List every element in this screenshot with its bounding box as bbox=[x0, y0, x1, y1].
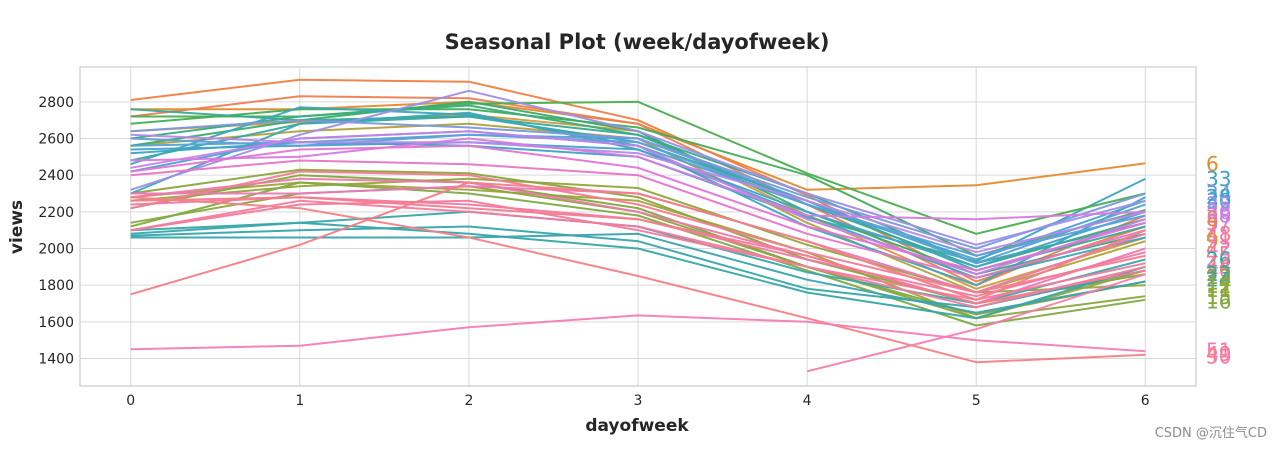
end-label-week-30: 30 bbox=[1206, 189, 1231, 213]
end-label-week-15: 15 bbox=[1206, 285, 1231, 309]
series-line-week-47 bbox=[130, 199, 1146, 309]
end-label-week-37: 37 bbox=[1206, 211, 1231, 235]
y-tick-label: 1400 bbox=[38, 352, 74, 368]
end-label-week-38: 38 bbox=[1206, 204, 1231, 228]
series-line-week-25 bbox=[130, 232, 1146, 314]
end-label-week-14: 14 bbox=[1206, 270, 1231, 294]
series-line-week-39 bbox=[130, 144, 1146, 272]
plot-frame bbox=[79, 66, 1197, 387]
series-line-week-40 bbox=[130, 159, 1146, 279]
series-line-week-14 bbox=[130, 174, 1146, 316]
series-line-week-50 bbox=[806, 273, 1146, 373]
end-label-week-33: 33 bbox=[1206, 167, 1231, 191]
series-line-week-7 bbox=[130, 78, 1146, 283]
x-tick-label: 3 bbox=[634, 393, 643, 409]
end-label-week-13: 13 bbox=[1206, 265, 1231, 289]
series-line-week-38 bbox=[130, 137, 1146, 221]
end-label-week-23: 23 bbox=[1206, 262, 1231, 286]
x-tick-label: 2 bbox=[464, 393, 473, 409]
end-label-week-50: 50 bbox=[1206, 345, 1231, 369]
end-label-week-12: 12 bbox=[1206, 274, 1231, 298]
end-label-week-16: 16 bbox=[1206, 290, 1231, 314]
series-line-week-45 bbox=[130, 170, 1146, 294]
watermark: CSDN @沉住气CD bbox=[1154, 426, 1267, 441]
end-label-week-35: 35 bbox=[1206, 193, 1231, 217]
end-label-week-26: 26 bbox=[1206, 248, 1231, 272]
x-tick-label: 0 bbox=[126, 393, 135, 409]
y-tick-label: 1800 bbox=[38, 278, 74, 294]
series-line-week-49 bbox=[130, 196, 1146, 364]
y-tick-label: 1600 bbox=[38, 315, 74, 331]
end-label-week-46: 46 bbox=[1206, 259, 1231, 283]
end-label-week-34: 34 bbox=[1206, 182, 1231, 206]
series-line-week-32 bbox=[130, 133, 1146, 257]
plot-area: 0 1 2 3 4 5 6140016001800200022002400260028006… bbox=[38, 66, 1231, 409]
end-label-week-42: 42 bbox=[1206, 237, 1231, 261]
chart-title: Seasonal Plot (week/dayofweek) bbox=[445, 30, 830, 54]
end-label-week-36: 36 bbox=[1206, 200, 1231, 224]
end-label-week-44: 44 bbox=[1206, 253, 1231, 277]
x-tick-label: 6 bbox=[1141, 393, 1150, 409]
y-axis-label: views bbox=[7, 200, 27, 254]
end-label-week-9: 9 bbox=[1206, 229, 1219, 253]
series-line-week-51 bbox=[130, 314, 1146, 353]
series-line-week-35 bbox=[130, 89, 1146, 246]
series-line-week-48 bbox=[130, 181, 1146, 301]
end-label-week-28: 28 bbox=[1206, 185, 1231, 209]
y-tick-label: 2600 bbox=[38, 132, 74, 148]
x-tick-label: 5 bbox=[972, 393, 981, 409]
series-line-week-46 bbox=[130, 196, 1146, 305]
end-label-week-51: 51 bbox=[1206, 338, 1231, 362]
x-axis-label: dayofweek bbox=[585, 416, 689, 436]
end-label-week-49: 49 bbox=[1206, 342, 1231, 366]
end-label-week-6: 6 bbox=[1206, 152, 1219, 176]
x-tick-label: 1 bbox=[295, 393, 304, 409]
series-line-week-36 bbox=[130, 133, 1146, 254]
y-tick-label: 2000 bbox=[38, 242, 74, 258]
series-line-week-34 bbox=[130, 119, 1146, 250]
end-label-week-24: 24 bbox=[1206, 268, 1231, 292]
y-tick-label: 2800 bbox=[38, 95, 74, 111]
series-line-week-16 bbox=[130, 181, 1146, 327]
y-tick-label: 2400 bbox=[38, 168, 74, 184]
end-label-week-8: 8 bbox=[1206, 207, 1219, 231]
end-label-week-7: 7 bbox=[1206, 216, 1219, 240]
series-line-week-37 bbox=[130, 130, 1146, 276]
y-tick-label: 2200 bbox=[38, 205, 74, 221]
end-label-week-48: 48 bbox=[1206, 222, 1231, 246]
end-label-week-45: 45 bbox=[1206, 242, 1231, 266]
end-label-week-41: 41 bbox=[1206, 226, 1231, 250]
end-label-week-11: 11 bbox=[1206, 278, 1231, 302]
x-tick-label: 4 bbox=[803, 393, 812, 409]
